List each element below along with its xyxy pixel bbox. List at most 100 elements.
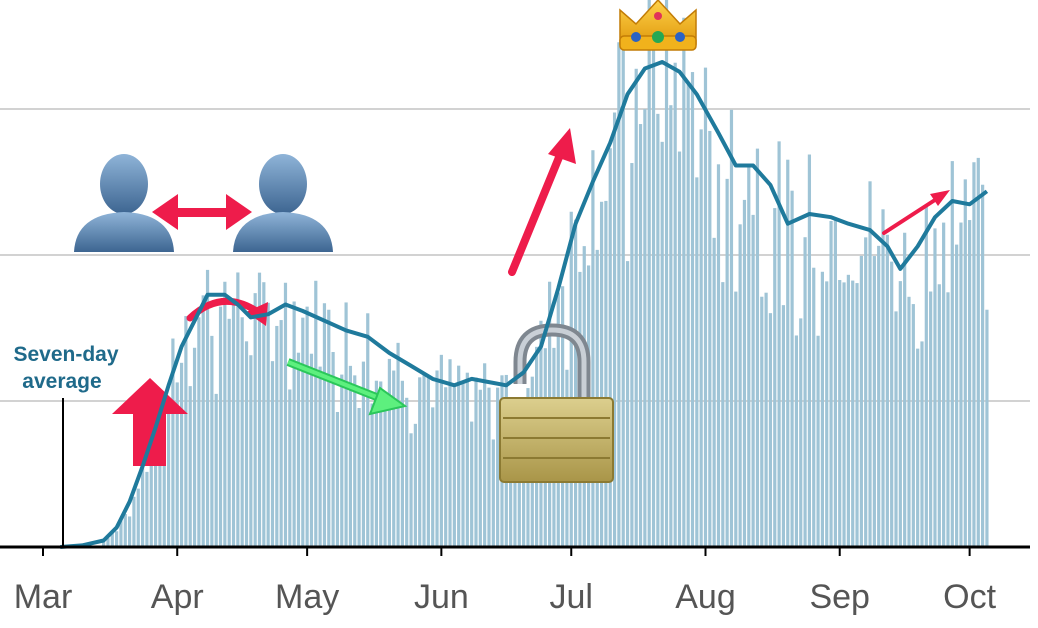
daily-bar <box>842 282 846 547</box>
daily-bar <box>470 421 474 547</box>
daily-bar <box>240 317 244 547</box>
daily-bar <box>106 538 110 547</box>
daily-bar <box>288 389 292 547</box>
daily-bar <box>829 220 833 547</box>
daily-bar <box>262 282 266 547</box>
daily-bar <box>123 514 127 547</box>
daily-bar <box>270 361 275 547</box>
daily-bar <box>236 272 240 547</box>
daily-bar <box>379 381 383 547</box>
daily-bar <box>651 11 656 547</box>
daily-bar <box>773 208 777 547</box>
crown-icon <box>619 0 697 51</box>
daily-bar <box>877 245 881 547</box>
daily-bar <box>413 423 417 547</box>
daily-bar <box>218 306 223 547</box>
daily-bar <box>647 0 651 547</box>
daily-bar <box>699 129 703 548</box>
daily-bar <box>513 421 517 547</box>
daily-bar <box>366 313 370 547</box>
x-tick-label: Sep <box>809 578 870 616</box>
daily-bar <box>153 431 158 547</box>
daily-bar <box>175 382 179 547</box>
x-tick-label: Oct <box>943 578 996 616</box>
daily-bar <box>755 148 760 547</box>
daily-bar <box>383 406 387 547</box>
daily-bar <box>712 237 716 547</box>
daily-bar <box>266 302 270 547</box>
annotation-line2: average <box>22 370 101 393</box>
daily-bar <box>721 282 725 547</box>
daily-bar <box>920 341 924 547</box>
x-tick-label: Apr <box>151 578 204 616</box>
daily-bar <box>959 222 963 547</box>
daily-bar <box>924 205 928 548</box>
daily-bar <box>929 291 933 547</box>
average-line-path <box>60 60 989 549</box>
daily-bar <box>907 296 911 547</box>
daily-bar <box>119 518 123 547</box>
x-tick-label: May <box>275 578 339 616</box>
daily-bar <box>790 190 794 547</box>
daily-bar <box>638 124 643 547</box>
daily-bar <box>859 255 863 547</box>
daily-bar <box>911 304 915 547</box>
daily-bar <box>210 335 214 547</box>
daily-bar <box>140 467 145 547</box>
daily-bar <box>136 488 140 547</box>
daily-bar <box>227 318 231 547</box>
daily-bar <box>742 199 747 547</box>
daily-bar <box>786 159 790 548</box>
daily-bar <box>894 311 898 547</box>
double-arrow-icon <box>152 194 252 230</box>
daily-bar <box>461 380 465 547</box>
daily-bar <box>435 370 439 547</box>
x-tick-label: Mar <box>14 578 73 616</box>
daily-bar <box>825 281 829 547</box>
daily-bar <box>933 228 937 547</box>
daily-bar <box>205 269 210 547</box>
daily-bar <box>166 401 171 547</box>
daily-bar <box>855 283 859 547</box>
daily-bar <box>803 237 807 547</box>
daily-bar <box>357 407 361 547</box>
daily-bar <box>400 380 404 547</box>
daily-bar <box>214 393 218 547</box>
daily-bar <box>760 296 764 547</box>
daily-bar <box>318 366 322 547</box>
daily-bar <box>695 177 699 547</box>
daily-bar <box>409 433 413 547</box>
daily-bar <box>729 109 734 547</box>
daily-bar <box>179 362 184 547</box>
daily-bar <box>149 420 153 547</box>
daily-bar <box>764 292 768 547</box>
seven-day-annotation: Seven-day average <box>13 343 119 547</box>
daily-bar <box>738 224 742 547</box>
daily-bar <box>448 359 452 547</box>
daily-bar <box>275 325 279 547</box>
daily-bar <box>370 403 374 547</box>
daily-bar <box>890 261 894 547</box>
daily-bar <box>985 309 989 547</box>
x-tick-label: Jul <box>550 578 593 616</box>
daily-bar <box>309 353 314 547</box>
daily-bar <box>708 130 712 547</box>
daily-bar <box>608 148 612 547</box>
daily-bar <box>452 387 456 547</box>
x-tick-label: Aug <box>675 578 736 616</box>
daily-bar <box>496 387 500 547</box>
x-ticks: Mar Apr May Jun Jul Aug Sep Oct <box>14 547 997 616</box>
daily-bar <box>946 292 950 547</box>
daily-bar <box>573 219 578 548</box>
daily-bar <box>188 386 192 547</box>
two-people-icon <box>74 154 333 252</box>
daily-bar <box>872 256 876 547</box>
daily-bar <box>110 532 114 547</box>
daily-bar <box>253 293 257 547</box>
daily-bar <box>244 341 249 547</box>
daily-bar <box>197 317 201 547</box>
daily-bar <box>223 281 227 547</box>
daily-bar <box>820 271 824 547</box>
daily-bar <box>955 244 959 547</box>
